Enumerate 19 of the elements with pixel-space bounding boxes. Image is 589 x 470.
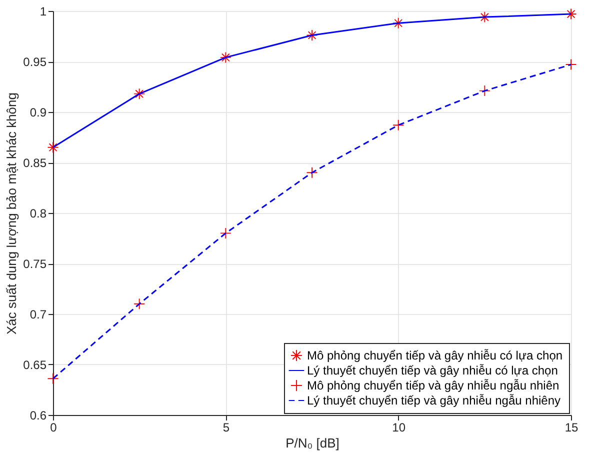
y-tick-label: 0.65 — [23, 358, 47, 372]
y-tick-label: 0.9 — [30, 106, 47, 120]
x-tick-label: 5 — [222, 420, 230, 434]
x-tick-label: 15 — [564, 420, 578, 434]
y-tick-label: 0.75 — [23, 257, 47, 271]
legend-label: Mô phỏng chuyển tiếp và gây nhiễu có lựa chọn — [307, 348, 563, 362]
legend-label: Mô phỏng chuyển tiếp và gây nhiễu ngẫu nhiên — [307, 378, 560, 392]
y-tick-label: 0.7 — [30, 308, 47, 322]
x-tick-label: 0 — [50, 420, 58, 434]
y-tick-label: 0.85 — [23, 156, 47, 170]
y-axis-title: Xác suất dung lượng bảo mật khác không — [4, 92, 20, 334]
y-tick-label: 0.95 — [23, 55, 47, 69]
x-axis-title: P/N₀ [dB] — [286, 436, 340, 450]
y-tick-label: 0.6 — [30, 408, 47, 422]
x-tick-label: 10 — [392, 420, 406, 434]
y-tick-label: 0.8 — [30, 206, 47, 220]
y-tick-label: 1 — [40, 4, 47, 18]
legend-label: Lý thuyết chuyển tiếp và gây nhiễu ngẫu nhiêny — [307, 394, 561, 408]
legend-label: Lý thuyết chuyển tiếp và gây nhiễu có lựa chọn — [307, 364, 558, 378]
